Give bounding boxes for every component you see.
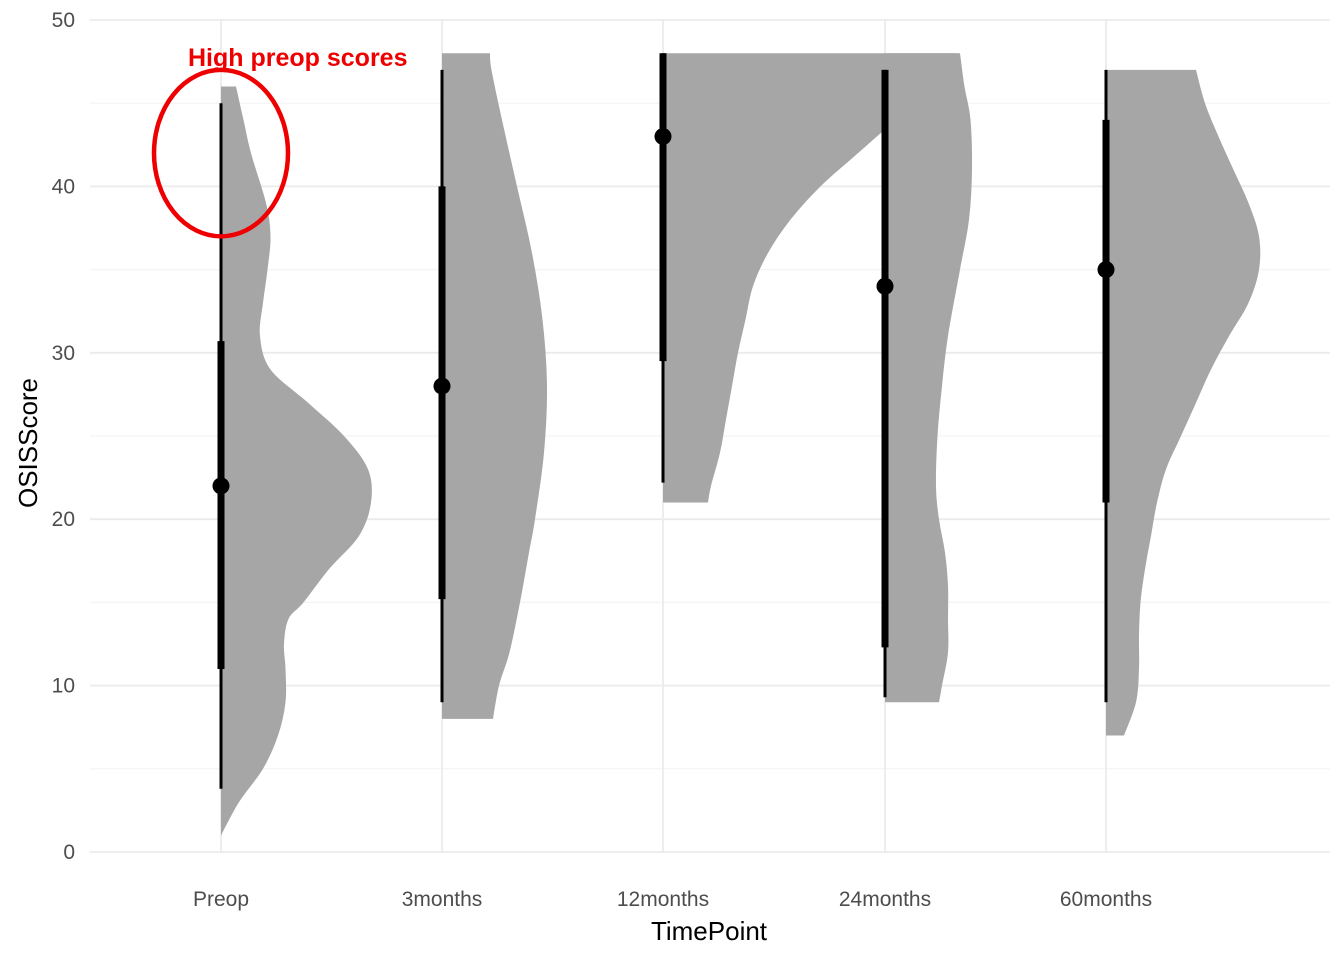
x-tick-label: 12months (617, 888, 709, 911)
median-point-3months (433, 377, 451, 395)
interval-layer (212, 53, 1115, 789)
violin-60months (1106, 69, 1261, 736)
violin-layer (221, 53, 1261, 836)
violin-3months (442, 53, 548, 719)
x-tick-label: Preop (193, 888, 249, 911)
y-axis-title: OSISScore (13, 378, 43, 508)
x-axis-ticks: Preop 3months 12months 24months 60months (193, 888, 1152, 911)
y-tick-label: 50 (52, 9, 75, 32)
y-tick-label: 20 (52, 508, 75, 531)
median-point-Preop (212, 477, 230, 495)
y-tick-label: 10 (52, 675, 75, 698)
annotation-label: High preop scores (188, 44, 408, 72)
y-tick-label: 30 (52, 342, 75, 365)
y-axis-ticks: 0 10 20 30 40 50 (52, 9, 75, 864)
median-point-24months (876, 277, 894, 295)
median-point-12months (654, 127, 672, 145)
annotation-layer: High preop scores (151, 44, 408, 239)
x-tick-label: 24months (839, 888, 931, 911)
violin-12months (663, 53, 958, 503)
x-axis-title: TimePoint (651, 916, 768, 946)
y-tick-label: 0 (63, 841, 75, 864)
annotation-circle (151, 67, 291, 239)
x-tick-label: 60months (1060, 888, 1152, 911)
median-point-60months (1097, 261, 1115, 279)
y-tick-label: 40 (52, 175, 75, 198)
violin-Preop (221, 86, 372, 836)
violin-24months (885, 53, 973, 703)
x-tick-label: 3months (402, 888, 483, 911)
